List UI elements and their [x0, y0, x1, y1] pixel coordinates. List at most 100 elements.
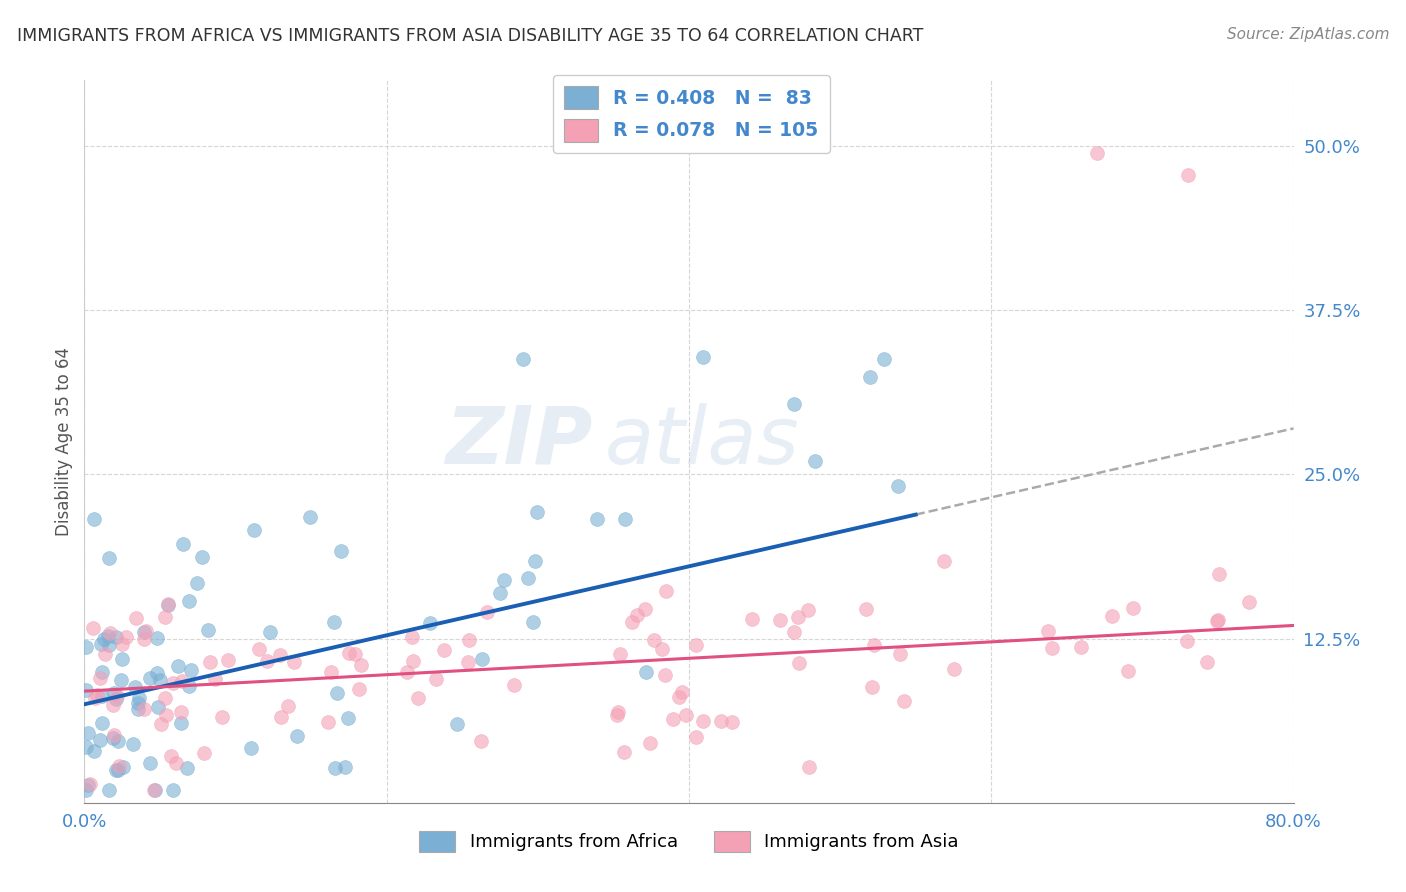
Point	[651, 642, 673, 657]
Point	[217, 652, 239, 666]
Point	[103, 698, 125, 712]
Point	[198, 655, 221, 669]
Point	[685, 730, 707, 744]
Point	[685, 639, 707, 653]
Point	[104, 764, 127, 778]
Point	[786, 610, 808, 624]
Point	[101, 731, 124, 745]
Point	[425, 672, 447, 686]
Point	[103, 728, 125, 742]
Point	[522, 615, 544, 630]
Point	[122, 738, 145, 752]
Point	[139, 671, 162, 685]
Point	[283, 655, 305, 669]
Point	[1116, 664, 1139, 678]
Point	[176, 761, 198, 775]
Point	[1040, 640, 1063, 655]
Point	[1036, 624, 1059, 639]
Point	[166, 658, 188, 673]
Point	[148, 673, 170, 688]
Point	[170, 674, 193, 689]
Text: atlas: atlas	[605, 402, 799, 481]
Point	[180, 663, 202, 677]
Point	[337, 646, 360, 660]
Point	[333, 760, 356, 774]
Point	[197, 623, 219, 637]
Point	[93, 647, 115, 661]
Point	[155, 707, 177, 722]
Point	[111, 637, 134, 651]
Point	[146, 632, 169, 646]
Point	[859, 369, 882, 384]
Point	[157, 597, 180, 611]
Point	[97, 629, 120, 643]
Point	[1122, 601, 1144, 615]
Point	[887, 479, 910, 493]
Point	[502, 678, 524, 692]
Point	[526, 505, 548, 519]
Point	[84, 691, 107, 706]
Point	[494, 573, 516, 587]
Point	[1070, 640, 1092, 654]
Point	[124, 680, 146, 694]
Point	[90, 637, 112, 651]
Point	[586, 512, 609, 526]
Point	[247, 642, 270, 657]
Point	[319, 665, 342, 679]
Point	[654, 668, 676, 682]
Point	[661, 712, 683, 726]
Point	[606, 705, 628, 719]
Point	[343, 647, 366, 661]
Point	[132, 632, 155, 646]
Y-axis label: Disability Age 35 to 64: Disability Age 35 to 64	[55, 347, 73, 536]
Point	[489, 586, 512, 600]
Point	[148, 700, 170, 714]
Point	[457, 655, 479, 669]
Point	[143, 782, 166, 797]
Point	[86, 688, 108, 702]
Point	[329, 543, 352, 558]
Point	[256, 654, 278, 668]
Point	[408, 691, 430, 706]
Point	[797, 760, 820, 774]
Point	[523, 554, 546, 568]
Point	[76, 739, 98, 754]
Point	[475, 605, 498, 619]
Point	[446, 717, 468, 731]
Point	[298, 510, 321, 524]
Point	[402, 654, 425, 668]
Point	[242, 523, 264, 537]
Point	[186, 576, 208, 591]
Point	[787, 656, 810, 670]
Point	[107, 763, 129, 777]
Point	[75, 782, 97, 797]
Point	[211, 710, 233, 724]
Point	[107, 734, 129, 748]
Point	[675, 707, 697, 722]
Point	[347, 681, 370, 696]
Point	[323, 762, 346, 776]
Point	[139, 756, 162, 770]
Text: Source: ZipAtlas.com: Source: ZipAtlas.com	[1226, 27, 1389, 42]
Text: IMMIGRANTS FROM AFRICA VS IMMIGRANTS FROM ASIA DISABILITY AGE 35 TO 64 CORRELATI: IMMIGRANTS FROM AFRICA VS IMMIGRANTS FRO…	[17, 27, 924, 45]
Point	[204, 672, 226, 686]
Point	[142, 782, 165, 797]
Point	[269, 648, 291, 662]
Point	[270, 710, 292, 724]
Point	[177, 679, 200, 693]
Point	[634, 665, 657, 679]
Point	[79, 777, 101, 791]
Point	[155, 609, 177, 624]
Point	[98, 551, 121, 566]
Point	[634, 602, 657, 616]
Point	[741, 612, 763, 626]
Point	[671, 685, 693, 699]
Point	[458, 632, 481, 647]
Point	[512, 351, 534, 366]
Point	[401, 631, 423, 645]
Point	[82, 621, 104, 635]
Point	[77, 726, 100, 740]
Point	[626, 608, 648, 623]
Point	[860, 680, 883, 694]
Point	[135, 624, 157, 639]
